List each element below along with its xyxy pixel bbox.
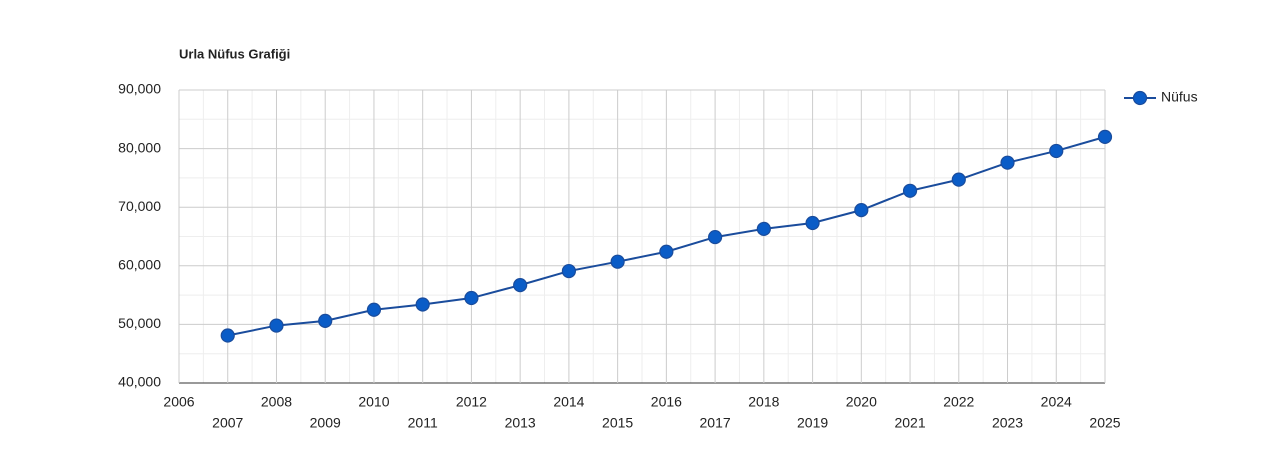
point: [318, 313, 333, 328]
point: [366, 302, 382, 317]
x-tick-label: 2006: [163, 394, 194, 410]
x-tick-label: 2014: [553, 394, 584, 410]
point: [513, 278, 528, 293]
x-tick-label: 2010: [358, 394, 389, 410]
x-tick-label: 2015: [602, 415, 633, 431]
point: [1049, 143, 1064, 159]
y-tick-label: 60,000: [118, 257, 161, 273]
point: [805, 215, 820, 231]
x-tick-label: 2023: [992, 415, 1023, 431]
x-tick-label: 2007: [212, 415, 243, 431]
x-tick-label: 2021: [894, 415, 925, 431]
legend-marker: [1132, 90, 1148, 106]
legend-label: Nüfus: [1161, 89, 1198, 105]
x-tick-label: 2024: [1041, 394, 1072, 410]
y-tick-label: 70,000: [118, 198, 161, 214]
point: [659, 244, 674, 259]
x-tick-label: 2012: [456, 394, 487, 410]
point: [902, 183, 918, 198]
y-tick-label: 40,000: [118, 374, 161, 390]
point: [854, 203, 869, 218]
y-tick-label: 80,000: [118, 139, 161, 155]
point: [708, 229, 723, 245]
x-tick-label: 2022: [943, 394, 974, 410]
x-tick-label: 2018: [748, 394, 779, 410]
x-tick-label: 2011: [408, 415, 438, 431]
x-tick-label: 2008: [261, 394, 292, 410]
point: [415, 297, 430, 312]
y-tick-label: 50,000: [118, 315, 161, 331]
x-tick-label: 2013: [505, 415, 536, 431]
x-tick-label: 2025: [1089, 415, 1120, 431]
x-tick-label: 2017: [700, 415, 731, 431]
x-tick-label: 2009: [310, 415, 341, 431]
x-tick-label: 2020: [846, 394, 877, 410]
point: [610, 254, 625, 269]
y-tick-label: 90,000: [118, 81, 161, 97]
point: [269, 318, 284, 333]
chart-title: Urla Nüfus Grafiği: [179, 46, 290, 61]
point: [1000, 155, 1015, 170]
point: [1097, 129, 1113, 144]
point: [561, 263, 576, 279]
x-tick-label: 2019: [797, 415, 828, 431]
point: [220, 328, 235, 343]
point: [464, 290, 479, 306]
point: [951, 172, 966, 187]
x-tick-label: 2016: [651, 394, 682, 410]
point: [756, 221, 771, 236]
